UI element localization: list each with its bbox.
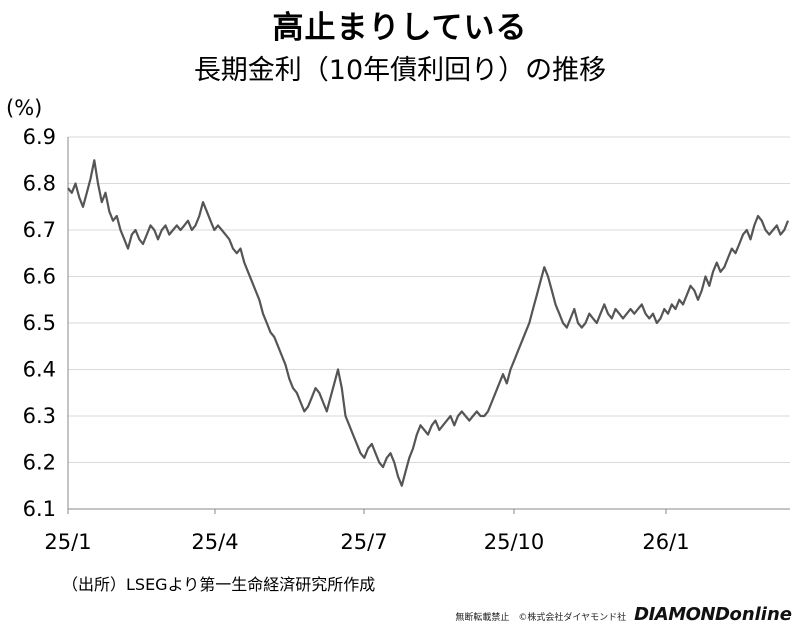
y-tick-label: 6.4 [23, 358, 56, 382]
y-tick-label: 6.8 [23, 172, 56, 196]
y-tick-label: 6.3 [23, 404, 56, 428]
x-tick-label: 25/7 [340, 530, 387, 554]
x-axis-ticks: 25/1 25/4 25/7 25/10 26/1 [44, 509, 689, 554]
x-tick-label: 26/1 [642, 530, 689, 554]
x-tick-label: 25/1 [44, 530, 91, 554]
diamond-online-logo: DIAMONDonline [634, 604, 792, 625]
source-note: （出所）LSEGより第一生命経済研究所作成 [62, 571, 375, 595]
y-tick-label: 6.1 [23, 497, 56, 521]
footer-credit: 無断転載禁止 ©株式会社ダイヤモンド社 DIAMONDonline [455, 604, 792, 625]
y-axis-ticks: 6.1 6.2 6.3 6.4 6.5 6.6 6.7 6.8 6.9 [23, 125, 56, 521]
y-tick-label: 6.9 [23, 125, 56, 149]
x-tick-label: 25/4 [191, 530, 238, 554]
y-tick-label: 6.7 [23, 218, 56, 242]
copyright-notice: 無断転載禁止 ©株式会社ダイヤモンド社 [455, 610, 626, 623]
y-tick-label: 6.6 [23, 265, 56, 289]
y-tick-label: 6.5 [23, 311, 56, 335]
y-tick-label: 6.2 [23, 451, 56, 475]
x-tick-label: 25/10 [484, 530, 545, 554]
gridlines [68, 137, 790, 463]
